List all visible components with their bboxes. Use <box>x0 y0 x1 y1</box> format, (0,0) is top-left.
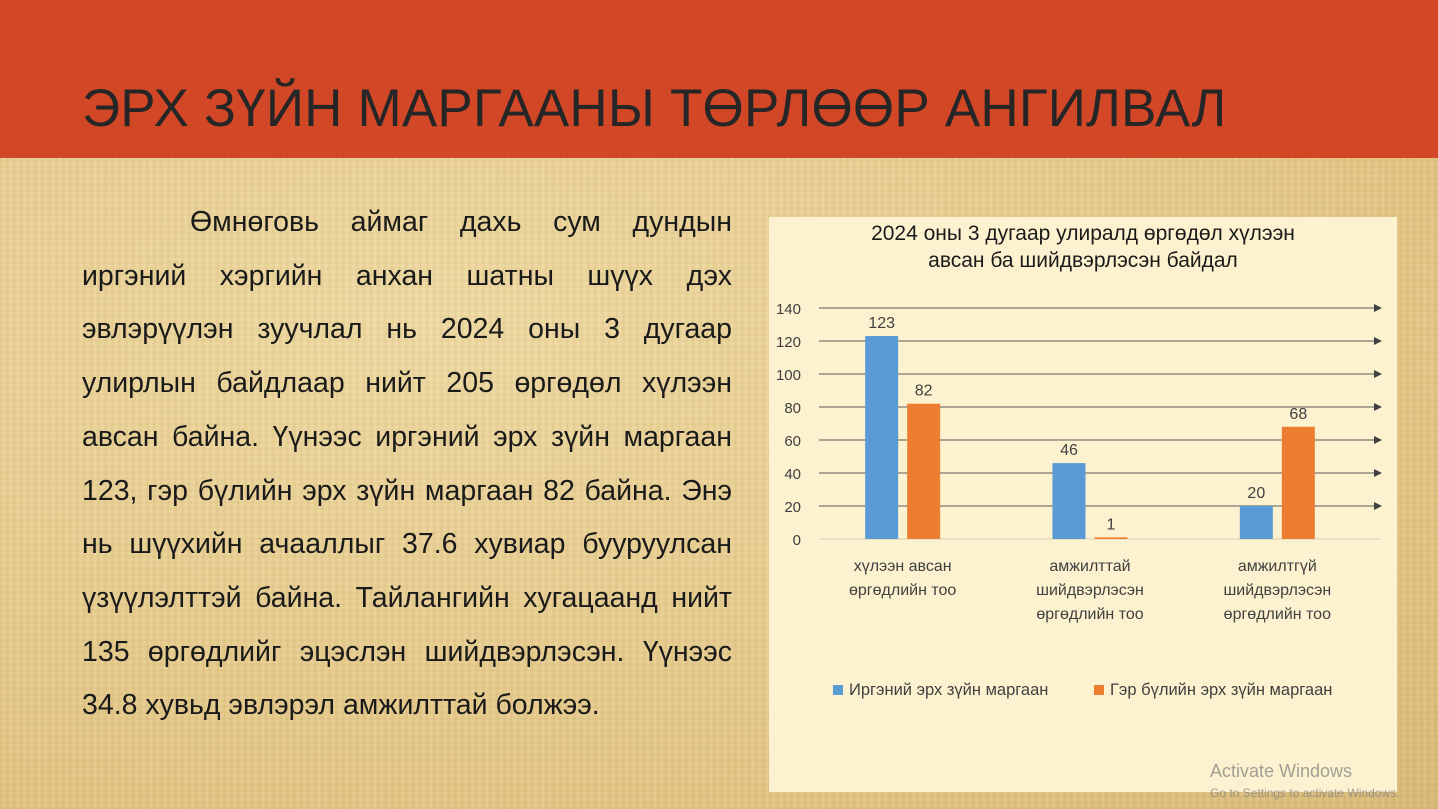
y-tick-label: 140 <box>776 301 801 318</box>
chart-title: 2024 оны 3 дугаар улиралд өргөдөл хүлээн… <box>769 220 1397 274</box>
y-tick-label: 60 <box>784 433 801 450</box>
x-tick-label: амжилтгүй <box>1238 558 1317 575</box>
x-tick-label: өргөдлийн тоо <box>849 582 956 599</box>
x-tick-label: шийдвэрлэсэн <box>1223 582 1331 599</box>
data-label: 82 <box>915 383 933 400</box>
legend-swatch <box>1094 685 1104 695</box>
x-tick-label: шийдвэрлэсэн <box>1036 582 1144 599</box>
y-tick-label: 0 <box>793 532 801 549</box>
y-tick-label: 120 <box>776 334 801 351</box>
x-tick-label: өргөдлийн тоо <box>1224 606 1331 623</box>
x-tick-label: хүлээн авсан <box>854 558 952 575</box>
bar <box>1239 506 1273 539</box>
y-tick-label: 80 <box>784 400 801 417</box>
bar <box>865 336 899 539</box>
bar <box>907 403 941 539</box>
y-tick-label: 40 <box>784 466 801 483</box>
bar <box>1094 537 1128 539</box>
x-tick-label: өргөдлийн тоо <box>1036 606 1143 623</box>
bar <box>1052 463 1086 539</box>
data-label: 20 <box>1247 485 1265 502</box>
chart-title-line-1: 2024 оны 3 дугаар улиралд өргөдөл хүлээн <box>871 222 1295 245</box>
legend-label: Иргэний эрх зүйн маргаан <box>849 681 1048 699</box>
data-label: 1 <box>1107 516 1116 533</box>
x-tick-label: амжилттай <box>1049 558 1130 575</box>
legend-swatch <box>833 685 843 695</box>
activation-watermark: Activate Windows Go to Settings to activ… <box>1210 760 1399 804</box>
y-tick-label: 100 <box>776 367 801 384</box>
title-banner <box>0 0 1438 158</box>
data-label: 68 <box>1289 406 1307 423</box>
watermark-line-1: Activate Windows <box>1210 761 1353 781</box>
slide-title: ЭРХ ЗҮЙН МАРГААНЫ ТӨРЛӨӨР АНГИЛВАЛ <box>82 79 1227 138</box>
chart-panel: 2024 оны 3 дугаар улиралд өргөдөл хүлээн… <box>769 217 1397 792</box>
legend-label: Гэр бүлийн эрх зүйн маргаан <box>1110 681 1332 699</box>
data-label: 123 <box>868 315 895 332</box>
chart-title-line-2: авсан ба шийдвэрлэсэн байдал <box>928 249 1238 272</box>
watermark-line-2: Go to Settings to activate Windows. <box>1210 786 1400 800</box>
body-paragraph: Өмнөговь аймаг дахь сум дундын иргэний х… <box>82 206 732 722</box>
y-tick-label: 20 <box>784 499 801 516</box>
bar <box>1281 426 1315 539</box>
data-label: 46 <box>1060 442 1078 459</box>
